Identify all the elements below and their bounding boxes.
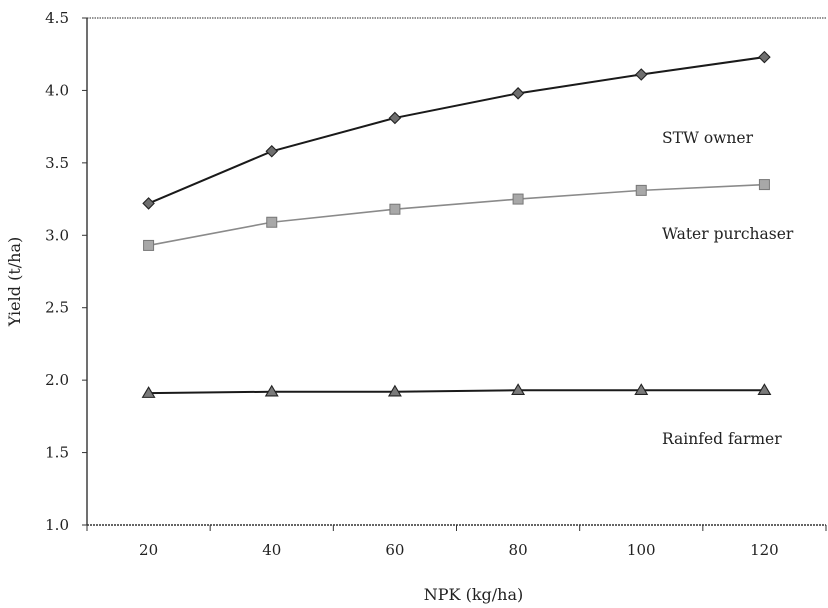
marker-stw-owner bbox=[265, 144, 279, 158]
marker-water-purchaser bbox=[635, 184, 647, 196]
marker-stw-owner bbox=[388, 111, 402, 125]
y-tick-label: 4.0 bbox=[45, 81, 69, 99]
series-lines bbox=[148, 56, 765, 395]
marker-water-purchaser bbox=[389, 203, 401, 215]
series-line-stw-owner bbox=[148, 56, 765, 205]
y-axis-title: Yield (t/ha) bbox=[5, 237, 24, 327]
marker-water-purchaser bbox=[266, 216, 278, 228]
y-tick-label: 1.5 bbox=[45, 444, 69, 462]
marker-rainfed-farmer bbox=[757, 383, 772, 396]
series-line-water-purchaser bbox=[148, 183, 765, 247]
series-markers bbox=[141, 50, 772, 398]
y-tick-label: 3.0 bbox=[45, 226, 69, 244]
y-tick-label: 2.0 bbox=[45, 371, 69, 389]
marker-stw-owner bbox=[634, 68, 648, 81]
y-tick-label: 2.5 bbox=[45, 299, 69, 317]
y-tick-label: 4.5 bbox=[45, 9, 69, 27]
marker-rainfed-farmer bbox=[264, 384, 279, 397]
y-tick-label: 1.0 bbox=[45, 516, 69, 534]
x-axis: 20 40 60 80 100 120 bbox=[86, 525, 827, 559]
marker-rainfed-farmer bbox=[141, 386, 156, 398]
y-axis: 1.0 1.5 2.0 2.5 3.0 3.5 4.0 4.5 bbox=[45, 9, 87, 534]
series-labels: STW owner Water purchaser Rainfed farmer bbox=[662, 129, 794, 448]
marker-stw-owner bbox=[142, 197, 155, 210]
y-tick-label: 3.5 bbox=[45, 154, 69, 172]
marker-stw-owner bbox=[511, 87, 525, 100]
marker-stw-owner bbox=[758, 50, 771, 64]
series-line-rainfed-farmer bbox=[148, 389, 765, 395]
x-axis-title: NPK (kg/ha) bbox=[424, 585, 523, 604]
series-label-stw-owner: STW owner bbox=[662, 129, 754, 147]
marker-water-purchaser bbox=[758, 179, 770, 191]
marker-rainfed-farmer bbox=[511, 383, 526, 396]
marker-rainfed-farmer bbox=[634, 383, 649, 396]
series-label-water-purchaser: Water purchaser bbox=[662, 225, 794, 243]
x-tick-label: 100 bbox=[627, 541, 656, 559]
plot-frame bbox=[86, 17, 826, 526]
x-tick-label: 60 bbox=[385, 541, 404, 559]
x-tick-label: 40 bbox=[262, 541, 281, 559]
x-tick-label: 120 bbox=[750, 541, 779, 559]
marker-rainfed-farmer bbox=[387, 384, 402, 397]
marker-water-purchaser bbox=[512, 193, 524, 205]
x-tick-label: 80 bbox=[509, 541, 528, 559]
x-tick-label: 20 bbox=[139, 541, 158, 559]
series-label-rainfed-farmer: Rainfed farmer bbox=[662, 430, 782, 448]
marker-water-purchaser bbox=[143, 239, 155, 251]
